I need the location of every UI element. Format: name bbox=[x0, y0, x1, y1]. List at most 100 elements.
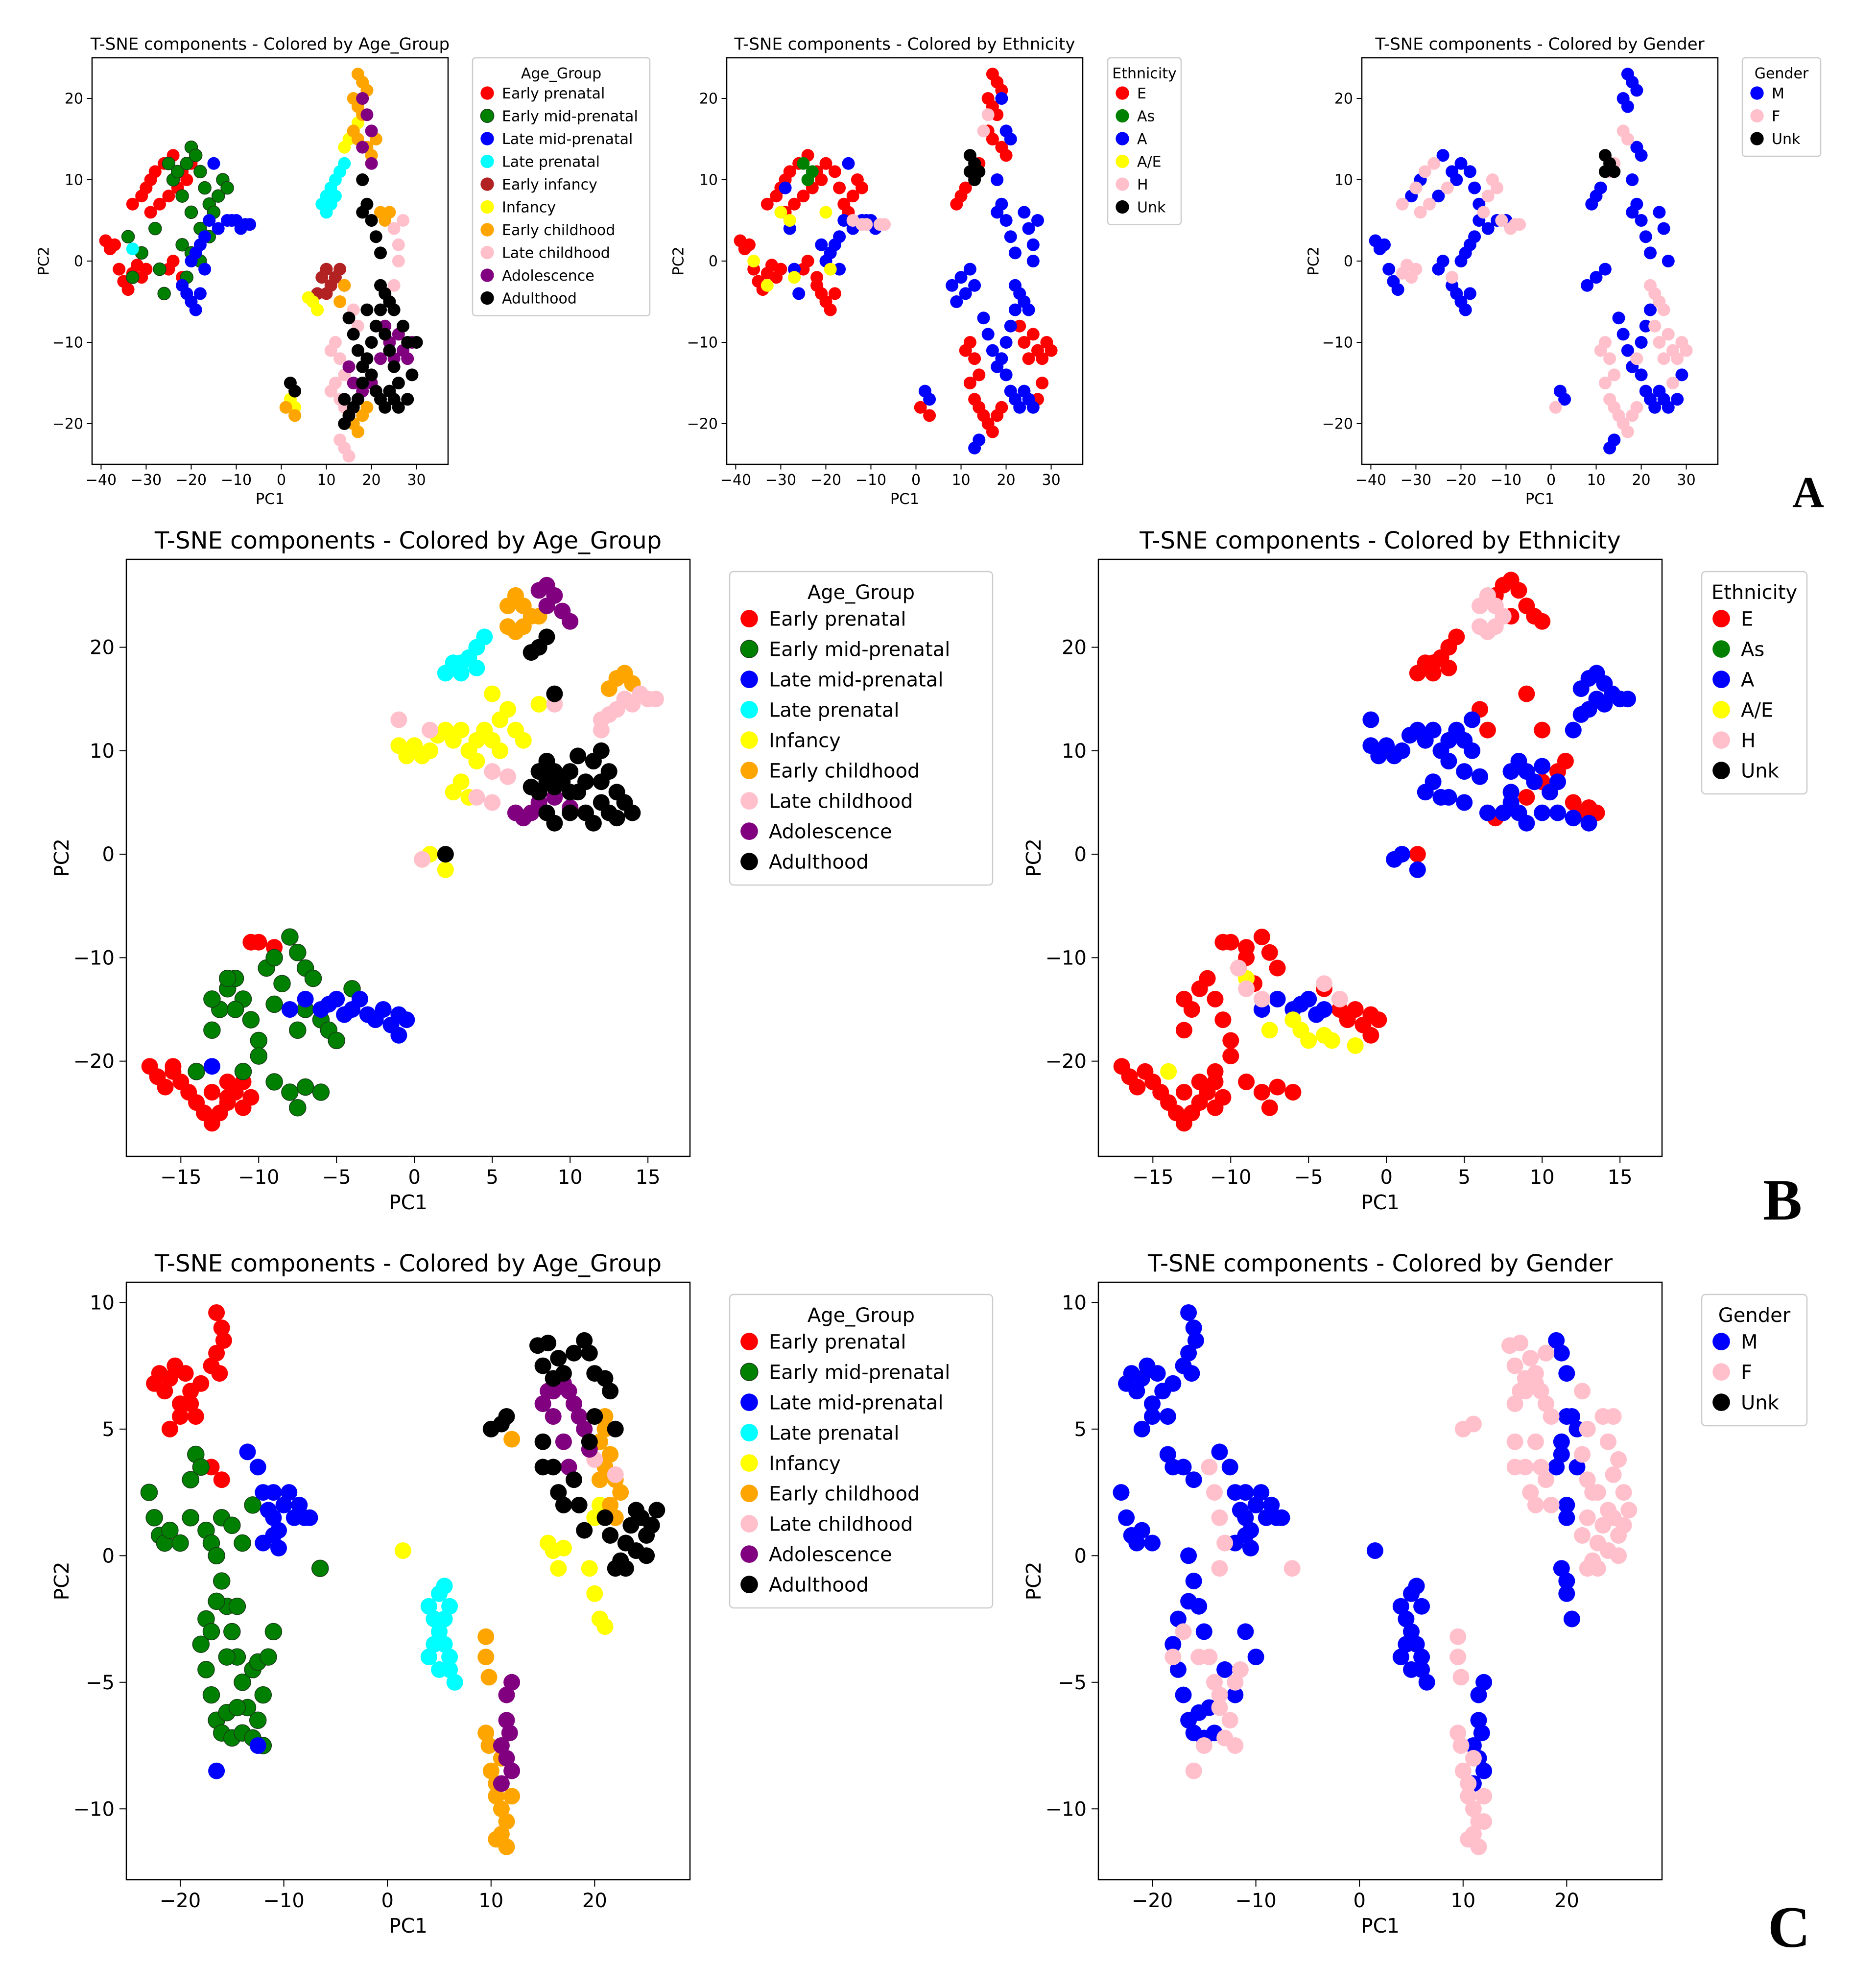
point-f bbox=[1543, 1408, 1560, 1425]
point-e bbox=[801, 255, 814, 267]
point-late-mid-prenatal bbox=[265, 1509, 282, 1526]
point-adulthood bbox=[562, 763, 579, 780]
legend-label: Adolescence bbox=[769, 821, 892, 843]
point-early-mid-prenatal bbox=[250, 1047, 268, 1065]
y-tick-label: 5 bbox=[1074, 1418, 1087, 1441]
point-early-mid-prenatal bbox=[153, 262, 166, 276]
point-f bbox=[1454, 1762, 1472, 1779]
legend-title: Age_Group bbox=[521, 65, 601, 82]
legend-label: Early mid-prenatal bbox=[769, 1362, 950, 1384]
point-infancy bbox=[437, 861, 454, 878]
point-early-childhood bbox=[612, 1484, 629, 1501]
point-early-mid-prenatal bbox=[189, 148, 203, 162]
point-f bbox=[1600, 1433, 1616, 1450]
point-early-mid-prenatal bbox=[197, 1661, 215, 1678]
point-f bbox=[1657, 352, 1670, 365]
point-adulthood bbox=[602, 1527, 619, 1544]
point-early-mid-prenatal bbox=[218, 969, 237, 987]
point-adulthood bbox=[596, 1509, 614, 1526]
point-e bbox=[1018, 336, 1031, 349]
point-a bbox=[1362, 711, 1379, 728]
point-m bbox=[1242, 1539, 1259, 1557]
point-e bbox=[1370, 1011, 1387, 1029]
point-a bbox=[1619, 691, 1636, 708]
y-tick-label: −10 bbox=[73, 1798, 115, 1820]
point-a bbox=[1464, 711, 1481, 728]
legend-marker bbox=[1116, 132, 1129, 145]
point-m bbox=[1378, 238, 1391, 251]
point-adulthood bbox=[374, 279, 387, 292]
point-early-prenatal bbox=[180, 173, 193, 186]
point-m bbox=[1581, 279, 1594, 292]
point-m bbox=[1568, 1459, 1586, 1476]
legend-label: Early mid-prenatal bbox=[502, 108, 638, 125]
point-e bbox=[1253, 929, 1270, 946]
point-m bbox=[1408, 1578, 1425, 1595]
point-f bbox=[1195, 1737, 1212, 1754]
y-tick-label: 20 bbox=[90, 637, 115, 659]
scatter-panel-C-age-group: T-SNE components - Colored by Age_Group −… bbox=[50, 1250, 994, 1938]
point-early-childhood bbox=[498, 1813, 515, 1830]
point-e bbox=[819, 157, 832, 170]
point-f bbox=[1227, 1674, 1244, 1691]
point-f bbox=[1574, 1527, 1591, 1544]
point-m bbox=[1169, 1661, 1187, 1678]
point-f bbox=[1221, 1712, 1238, 1729]
point-m bbox=[1657, 222, 1670, 235]
point-a bbox=[1534, 758, 1551, 775]
point-late-mid-prenatal bbox=[189, 303, 202, 316]
plot-frame bbox=[125, 558, 691, 1157]
point-late-mid-prenatal bbox=[351, 990, 368, 1007]
legend: Age_Group Early prenatal Early mid-prenata… bbox=[729, 1293, 994, 1609]
point-m bbox=[1128, 1383, 1145, 1400]
point-late-prenatal bbox=[441, 1649, 458, 1666]
legend-marker bbox=[480, 268, 494, 282]
point-early-childhood bbox=[351, 425, 364, 438]
point-f bbox=[1598, 377, 1612, 389]
point-adulthood bbox=[387, 303, 401, 316]
point-f bbox=[1549, 401, 1562, 414]
point-infancy bbox=[394, 1542, 411, 1559]
point-a bbox=[1456, 794, 1473, 811]
x-tick-label: 30 bbox=[1042, 472, 1060, 489]
point-infancy bbox=[422, 742, 438, 759]
panel-letter-a: A bbox=[1792, 468, 1824, 517]
y-tick-label: −20 bbox=[1322, 416, 1353, 433]
point-m bbox=[1187, 1332, 1204, 1349]
point-m bbox=[1180, 1304, 1197, 1321]
point-e bbox=[1191, 1073, 1208, 1090]
point-a bbox=[1026, 401, 1040, 414]
y-axis-label: PC2 bbox=[50, 838, 73, 877]
point-early-childhood bbox=[602, 1496, 619, 1513]
point-early-infancy bbox=[320, 287, 333, 300]
y-tick-label: −10 bbox=[52, 335, 83, 352]
x-tick-label: −20 bbox=[160, 1890, 201, 1912]
scatter-panel-A-age-group: T-SNE components - Colored by Age_Group −… bbox=[36, 35, 651, 508]
point-adulthood bbox=[550, 1484, 567, 1501]
legend: Age_Group Early prenatal Early mid-prenata… bbox=[472, 57, 651, 316]
point-m bbox=[1413, 1649, 1430, 1666]
point-m bbox=[1185, 1471, 1202, 1488]
point-early-prenatal bbox=[166, 255, 180, 267]
y-tick-label: −10 bbox=[73, 947, 115, 969]
point-adulthood bbox=[607, 1420, 624, 1437]
point-m bbox=[1450, 173, 1463, 186]
legend-label: A/E bbox=[1137, 153, 1162, 170]
point-e bbox=[1347, 1001, 1364, 1018]
point-early-mid-prenatal bbox=[304, 969, 322, 987]
point-infancy bbox=[311, 303, 324, 316]
point-adolescence bbox=[503, 1762, 521, 1779]
point-m bbox=[1413, 1598, 1430, 1615]
point-a-e bbox=[1347, 1037, 1364, 1054]
point-a bbox=[999, 336, 1013, 349]
point-m bbox=[1164, 1375, 1182, 1392]
point-early-mid-prenatal bbox=[242, 1011, 260, 1029]
point-f bbox=[1527, 1433, 1544, 1450]
point-a bbox=[837, 214, 851, 227]
x-axis-label: PC1 bbox=[389, 1914, 428, 1938]
point-f bbox=[1589, 1484, 1606, 1501]
legend-marker bbox=[1116, 86, 1129, 100]
y-tick-label: 10 bbox=[90, 740, 115, 763]
point-m bbox=[1180, 1547, 1197, 1564]
point-early-mid-prenatal bbox=[192, 1458, 210, 1476]
